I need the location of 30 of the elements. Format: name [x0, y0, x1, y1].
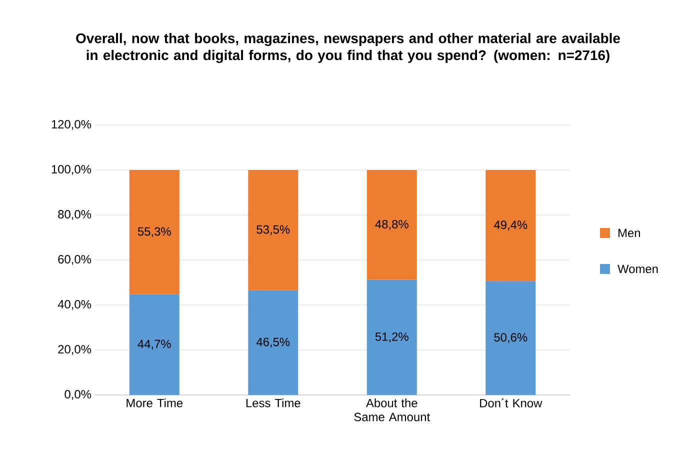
y-tick-label: 20,0% — [58, 345, 92, 355]
data-label: 55,3% — [138, 227, 171, 238]
y-tick-label: 120,0% — [52, 120, 92, 130]
x-tick-label: Less Time — [246, 398, 300, 408]
bar — [248, 290, 298, 395]
y-tick-label: 40,0% — [58, 300, 92, 310]
legend-label: Men — [618, 228, 640, 238]
y-tick-label: 80,0% — [58, 210, 92, 220]
chart-title: Overall, now that books, magazines, newspapers and other material are available in electronic and digital forms, do you find that you spend? (women: n=2716) — [76, 32, 620, 63]
data-label: 46,5% — [256, 338, 290, 348]
bar — [486, 170, 536, 282]
data-label: 49,4% — [494, 220, 528, 230]
bar — [366, 170, 417, 280]
data-label: 44,7% — [138, 340, 171, 350]
y-tick-label: 0,0% — [64, 390, 92, 400]
data-label: 48,8% — [375, 220, 408, 230]
x-tick-label: About the Same Amount — [354, 398, 430, 422]
bar — [129, 170, 180, 294]
legend-label: Women — [618, 264, 658, 274]
bar — [366, 280, 417, 395]
bar — [486, 281, 536, 395]
x-tick-label: Don´t Know — [480, 398, 542, 408]
x-tick-label: More Time — [126, 398, 183, 408]
data-label: 50,6% — [494, 333, 528, 343]
bar — [129, 294, 180, 395]
data-label: 53,5% — [256, 225, 290, 236]
bar — [248, 170, 298, 290]
data-label: 51,2% — [375, 332, 408, 342]
y-tick-label: 60,0% — [58, 255, 92, 265]
y-tick-label: 100,0% — [52, 165, 92, 175]
